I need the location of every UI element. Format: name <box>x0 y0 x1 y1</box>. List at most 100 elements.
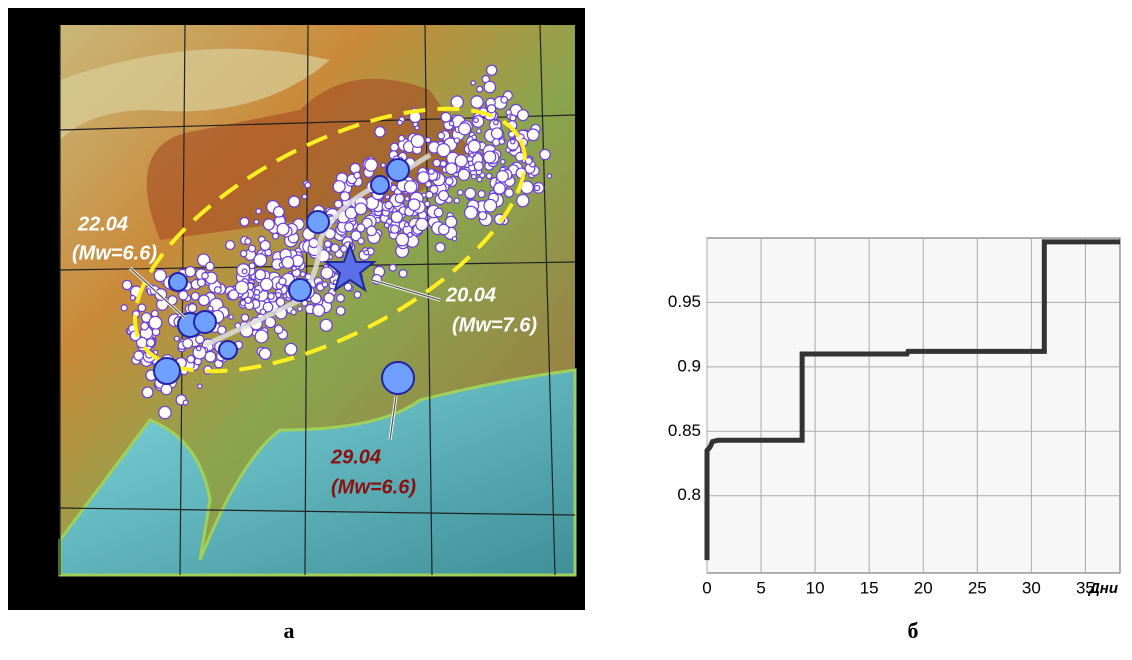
aftershock <box>345 223 354 232</box>
aftershock <box>477 129 481 133</box>
aftershock <box>183 339 193 349</box>
aftershock <box>505 189 513 197</box>
aftershock <box>484 81 495 92</box>
aftershock <box>405 197 409 201</box>
aftershock <box>472 135 476 139</box>
x-tick-label: 30 <box>1022 578 1041 597</box>
aftershock <box>260 309 266 315</box>
aftershock <box>399 135 405 141</box>
aftershock <box>300 272 305 277</box>
aftershock <box>241 314 248 321</box>
y-tick-label: 0.85 <box>668 421 701 440</box>
aftershock <box>399 270 407 278</box>
aftershock <box>357 224 365 232</box>
aftershock <box>197 279 205 287</box>
aftershock <box>415 126 419 130</box>
aftershock <box>354 172 360 178</box>
aftershock <box>398 120 403 125</box>
aftershock <box>484 199 497 212</box>
aftershock <box>336 307 345 316</box>
aftershock <box>197 346 201 350</box>
aftershock <box>285 343 297 355</box>
aftershock <box>451 96 463 108</box>
aftershock <box>391 211 402 222</box>
aftershock <box>391 225 399 233</box>
aftershock <box>518 110 529 121</box>
aftershock <box>260 278 272 290</box>
aftershock <box>385 195 389 199</box>
aftershock <box>142 387 153 398</box>
aftershock <box>196 335 204 343</box>
aftershock <box>494 183 505 194</box>
aftershock <box>130 296 135 301</box>
aftershock <box>396 233 408 245</box>
aftershock <box>497 171 509 183</box>
aftershock <box>313 305 325 317</box>
aftershock <box>385 202 392 209</box>
aftershock <box>354 291 361 298</box>
event-date: 20.04 <box>445 284 496 306</box>
x-tick-label: 10 <box>806 578 825 597</box>
aftershock <box>511 139 515 143</box>
panel-label: б <box>908 618 919 643</box>
event-date: 22.04 <box>77 213 128 235</box>
aftershock <box>416 218 428 230</box>
aftershock <box>331 244 339 252</box>
aftershock <box>259 348 270 359</box>
aftershock <box>321 267 333 279</box>
aftershock <box>411 134 424 147</box>
aftershock <box>465 206 478 219</box>
plot-area <box>707 238 1120 573</box>
event-magnitude: (Mw=7.6) <box>452 314 537 336</box>
aftershock <box>159 406 171 418</box>
aftershock <box>478 191 485 198</box>
x-tick-label: 25 <box>968 578 987 597</box>
aftershock <box>147 339 155 347</box>
aftershock <box>465 188 476 199</box>
aftershock <box>282 257 294 269</box>
aftershock <box>479 212 487 220</box>
aftershock <box>185 267 195 277</box>
aftershock <box>202 272 208 278</box>
aftershock <box>474 162 483 171</box>
aftershock <box>501 97 508 104</box>
aftershock <box>487 65 497 75</box>
aftershock <box>260 241 270 251</box>
aftershock <box>298 306 303 311</box>
x-tick-label: 20 <box>914 578 933 597</box>
chart-panel: 0.80.850.90.9505101520253035Дниб <box>668 238 1120 643</box>
aftershock <box>547 174 551 178</box>
event-magnitude: (Mw=6.6) <box>72 242 157 264</box>
aftershock <box>458 190 463 195</box>
aftershock <box>274 325 282 333</box>
aftershock <box>540 149 550 159</box>
aftershock <box>418 172 430 184</box>
aftershock <box>365 159 378 172</box>
aftershock <box>235 281 248 294</box>
event-date: 29.04 <box>330 446 381 468</box>
aftershock <box>436 243 445 252</box>
x-axis-label: Дни <box>1087 580 1118 597</box>
aftershock <box>187 355 194 362</box>
aftershock <box>179 291 188 300</box>
aftershock <box>279 278 286 285</box>
aftershock <box>191 292 199 300</box>
aftershock <box>355 203 367 215</box>
aftershock <box>340 192 349 201</box>
aftershock <box>309 238 318 247</box>
aftershock <box>391 143 399 151</box>
aftershock <box>459 123 471 135</box>
aftershock <box>289 196 300 207</box>
aftershock <box>470 153 474 157</box>
aftershock <box>334 200 342 208</box>
aftershock <box>440 161 446 167</box>
aftershock <box>305 182 311 188</box>
aftershock <box>242 269 247 274</box>
aftershock <box>122 280 131 289</box>
aftershock <box>471 81 475 85</box>
aftershock <box>367 226 377 236</box>
aftershock <box>441 112 451 122</box>
aftershock <box>188 304 197 313</box>
aftershock <box>429 169 435 175</box>
aftershock <box>446 177 453 184</box>
